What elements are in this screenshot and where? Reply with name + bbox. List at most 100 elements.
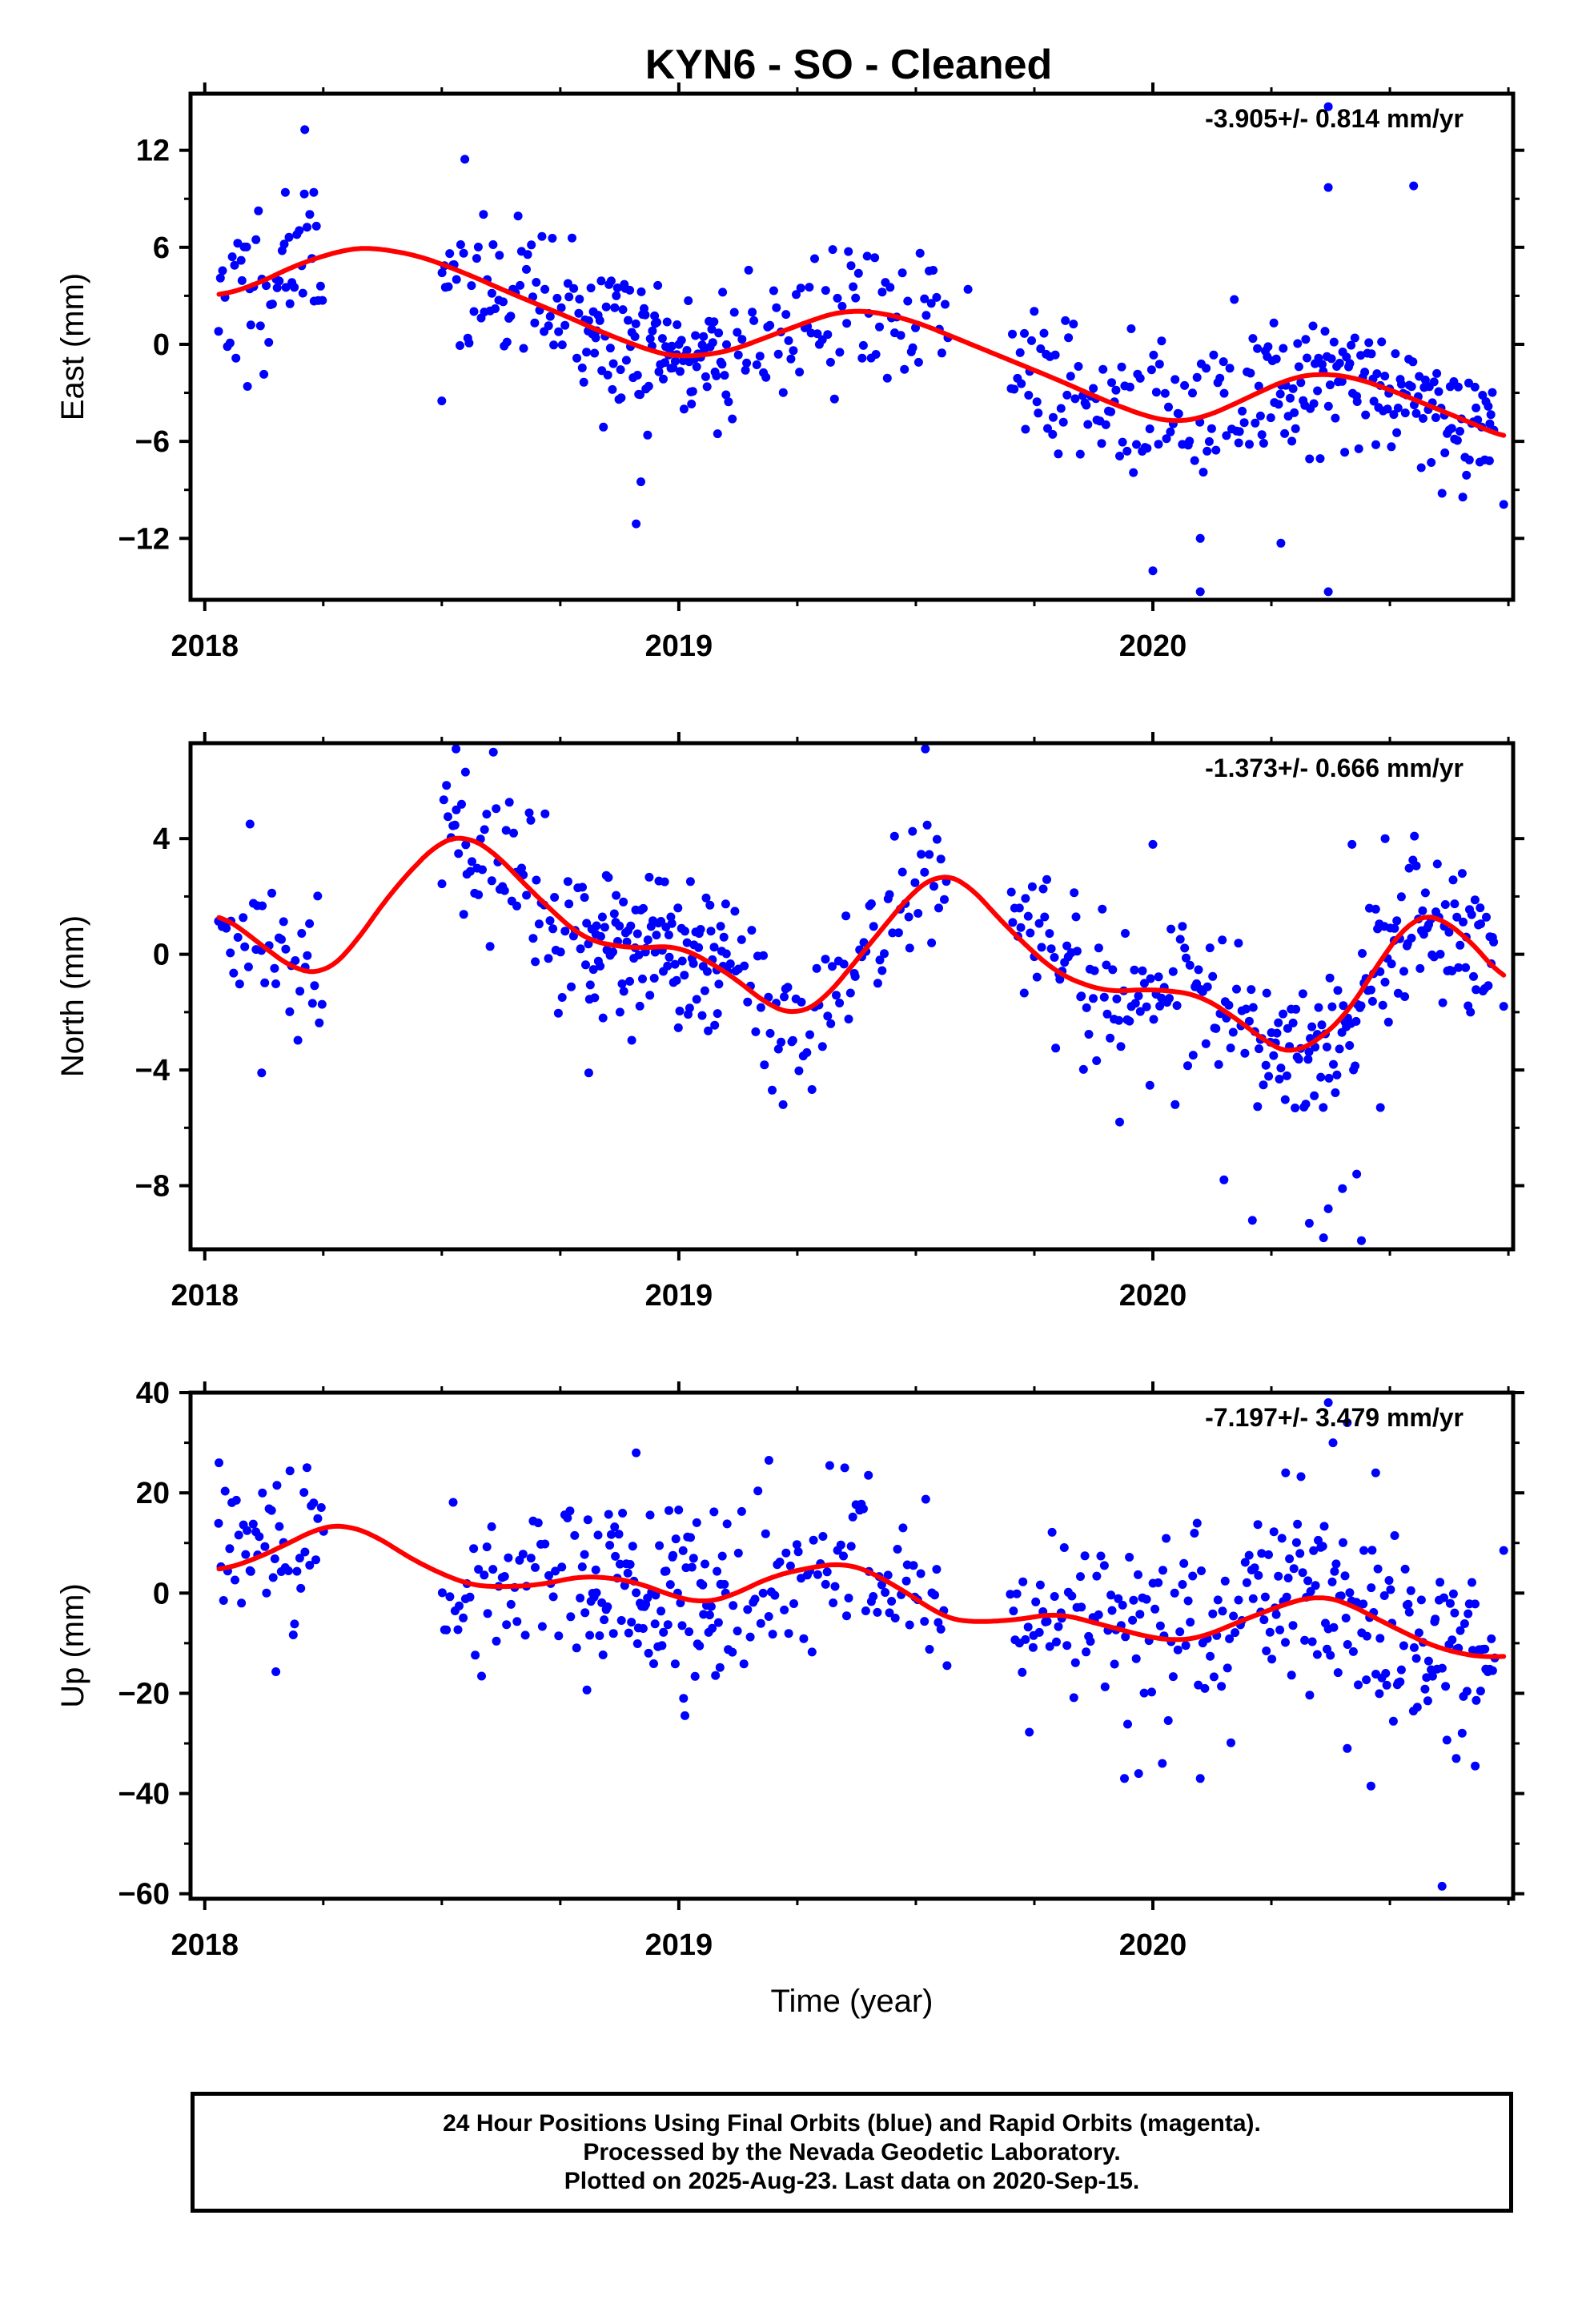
east-data-point xyxy=(1440,448,1450,457)
east-data-point xyxy=(833,293,842,303)
east-data-point xyxy=(1369,396,1379,406)
up-data-point xyxy=(1295,1549,1305,1558)
up-data-point xyxy=(687,1562,697,1572)
east-data-point xyxy=(1132,440,1141,449)
north-data-point xyxy=(1367,996,1377,1006)
up-data-point xyxy=(1240,1558,1250,1567)
up-data-point xyxy=(582,1685,592,1695)
east-data-point xyxy=(1185,436,1195,446)
east-data-point xyxy=(1246,368,1255,378)
north-data-point xyxy=(835,999,845,1007)
east-data-point xyxy=(1030,307,1039,316)
up-data-point xyxy=(1054,1622,1063,1631)
north-data-point xyxy=(1092,1056,1102,1065)
north-data-point xyxy=(1380,977,1390,987)
up-data-point xyxy=(551,1566,560,1576)
north-data-point xyxy=(492,804,501,814)
up-data-point xyxy=(576,1594,585,1602)
up-data-point xyxy=(1128,1615,1138,1625)
up-data-point xyxy=(533,1518,543,1528)
north-data-point xyxy=(1456,940,1465,950)
up-data-point xyxy=(1200,1683,1210,1693)
up-data-point xyxy=(1300,1635,1310,1645)
north-data-point xyxy=(1317,1020,1327,1030)
east-data-point xyxy=(540,284,550,294)
north-data-point xyxy=(1367,985,1375,995)
up-ticks: 2018 2019 2020 −60 −40 −20 0 20 40 xyxy=(118,1377,1524,1962)
east-data-point xyxy=(765,320,775,330)
north-data-point xyxy=(1323,1204,1333,1213)
north-data-point xyxy=(672,975,681,985)
north-data-point xyxy=(560,927,570,936)
north-data-point xyxy=(307,999,317,1008)
east-x-tick-label: 2018 xyxy=(171,629,239,663)
up-data-point xyxy=(821,1579,830,1589)
east-data-point xyxy=(1219,357,1228,367)
north-data-point xyxy=(480,825,489,834)
up-data-point xyxy=(316,1503,326,1512)
north-data-point xyxy=(1115,1117,1124,1127)
up-data-point xyxy=(437,1588,447,1598)
east-data-point xyxy=(1149,350,1158,360)
up-data-point xyxy=(1217,1682,1227,1691)
north-data-point xyxy=(1016,923,1026,932)
east-data-point xyxy=(784,336,793,345)
up-data-point xyxy=(1388,1716,1398,1726)
east-data-point xyxy=(1027,336,1036,345)
east-data-point xyxy=(1331,413,1340,423)
north-data-point xyxy=(1452,912,1462,922)
east-data-point xyxy=(444,282,453,292)
north-x-tick-label: 2018 xyxy=(171,1279,239,1313)
east-data-point xyxy=(499,297,508,307)
north-data-point xyxy=(243,962,253,971)
up-data-point xyxy=(270,1554,279,1563)
up-data-point xyxy=(1371,1468,1380,1478)
north-data-point xyxy=(1347,839,1357,849)
east-data-point xyxy=(472,254,481,263)
up-data-point xyxy=(1411,1654,1421,1663)
north-data-point xyxy=(1333,986,1343,995)
east-data-point xyxy=(537,231,547,241)
north-data-point xyxy=(705,900,715,910)
up-data-point xyxy=(893,1545,902,1554)
north-data-point xyxy=(666,912,676,922)
up-data-point xyxy=(670,1659,680,1669)
east-data-point xyxy=(849,282,858,292)
north-data-point xyxy=(697,1011,707,1020)
east-data-point xyxy=(926,299,936,308)
north-data-point xyxy=(1392,916,1402,926)
east-data-point xyxy=(707,324,717,334)
north-data-point xyxy=(859,938,869,947)
up-data-point xyxy=(873,1607,882,1617)
east-data-point xyxy=(673,320,682,329)
north-data-point xyxy=(828,962,837,971)
east-data-point xyxy=(769,286,778,296)
north-data-point xyxy=(592,921,601,931)
north-data-point xyxy=(598,1013,608,1023)
east-data-point xyxy=(1098,364,1108,374)
north-data-point xyxy=(1208,971,1218,981)
north-data-point xyxy=(452,744,461,754)
up-data-point xyxy=(592,1588,601,1598)
east-data-point xyxy=(1253,344,1263,353)
north-data-point xyxy=(512,901,521,911)
up-data-point xyxy=(262,1588,271,1598)
east-data-point xyxy=(549,340,559,350)
up-data-point xyxy=(271,1667,281,1676)
north-data-point xyxy=(239,913,248,923)
east-data-point xyxy=(1054,449,1063,459)
up-data-point xyxy=(701,1559,709,1569)
north-data-point xyxy=(522,891,532,900)
north-y-tick-label: 0 xyxy=(153,939,170,972)
east-data-point xyxy=(688,387,697,396)
up-data-point xyxy=(1487,1634,1496,1643)
up-data-point xyxy=(1435,1578,1445,1587)
north-data-point xyxy=(765,1028,775,1038)
up-data-point xyxy=(750,1594,760,1604)
north-data-point xyxy=(1351,1016,1361,1026)
east-data-point xyxy=(733,328,742,337)
north-data-point xyxy=(893,928,903,938)
up-data-point xyxy=(1471,1761,1480,1771)
east-data-point xyxy=(885,283,895,292)
north-data-point xyxy=(932,834,942,844)
